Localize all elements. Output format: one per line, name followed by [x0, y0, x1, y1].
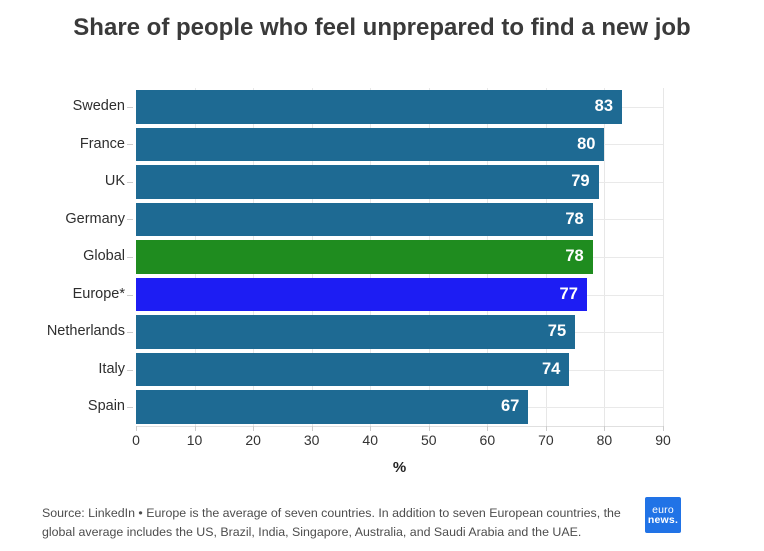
vertical-gridline [663, 88, 664, 426]
category-tick [127, 219, 133, 221]
category-label: Spain [87, 398, 125, 415]
x-axis-tick [604, 426, 606, 431]
category-tick [127, 369, 133, 371]
bar-value-label: 78 [565, 247, 584, 266]
x-axis-tick [311, 426, 313, 431]
bar-value-label: 83 [594, 97, 613, 115]
x-axis-tick [428, 426, 430, 431]
category-label: UK [104, 173, 125, 190]
euronews-logo-text-bottom: news. [647, 514, 679, 526]
x-axis-line [136, 426, 663, 427]
x-axis-title: % [392, 459, 407, 476]
x-axis-tick [663, 426, 664, 431]
category-tick [127, 332, 133, 334]
x-axis-tick-label: 70 [538, 432, 554, 448]
category-tick [127, 106, 133, 108]
category-tick [127, 181, 133, 183]
x-axis-tick [253, 426, 255, 431]
bar-italy: 74 [136, 352, 570, 387]
bar-europe: 77 [136, 277, 587, 312]
bar-value-label: 80 [577, 134, 596, 153]
category-label: Germany [65, 210, 125, 227]
x-axis-tick-label: 0 [132, 432, 140, 448]
bar-value-label: 77 [559, 284, 578, 303]
category-tick [127, 294, 133, 296]
bar-uk: 79 [136, 165, 599, 199]
euronews-logo: euro news. [645, 497, 681, 533]
x-axis-tick-label: 50 [420, 432, 437, 448]
category-label: Europe* [72, 285, 125, 302]
bar-netherlands: 75 [136, 315, 576, 349]
bar-germany: 78 [136, 202, 593, 237]
x-axis-tick [136, 426, 137, 431]
bar-value-label: 74 [541, 359, 561, 378]
category-tick [127, 257, 133, 258]
x-axis-tick-label: 40 [362, 432, 379, 448]
x-axis-tick [545, 426, 547, 431]
bar-global: 78 [136, 240, 593, 274]
chart-title: Share of people who feel unprepared to f… [73, 14, 691, 41]
bar-sweden: 83 [136, 90, 622, 124]
euronews-logo-text-top: euro [652, 503, 674, 516]
x-axis-tick-label: 30 [303, 432, 320, 448]
x-axis-tick [487, 426, 489, 431]
bar-value-label: 78 [565, 209, 584, 228]
x-axis-tick [194, 426, 196, 431]
category-label: Italy [98, 360, 125, 377]
category-label: Global [83, 248, 125, 265]
x-axis-tick-label: 60 [479, 432, 496, 448]
x-axis-tick [370, 426, 372, 431]
category-tick [127, 144, 133, 146]
category-label: Netherlands [46, 323, 125, 340]
x-axis-tick-label: 10 [186, 432, 203, 448]
bar-value-label: 79 [571, 172, 590, 191]
source-note: Source: LinkedIn • Europe is the average… [42, 506, 621, 540]
plot-area: 83 80 79 78 78 77 75 74 67 [136, 88, 664, 426]
bar-value-label: 75 [547, 322, 567, 341]
x-axis-tick-label: 90 [655, 432, 671, 448]
bar-spain: 67 [136, 390, 529, 424]
x-axis-tick-label: 80 [596, 432, 613, 448]
bar-value-label: 67 [500, 397, 520, 416]
bar-france: 80 [136, 127, 605, 162]
x-axis-tick-label: 20 [245, 432, 261, 448]
category-label: France [79, 135, 125, 152]
category-label: Sweden [72, 98, 125, 114]
category-tick [127, 407, 133, 409]
